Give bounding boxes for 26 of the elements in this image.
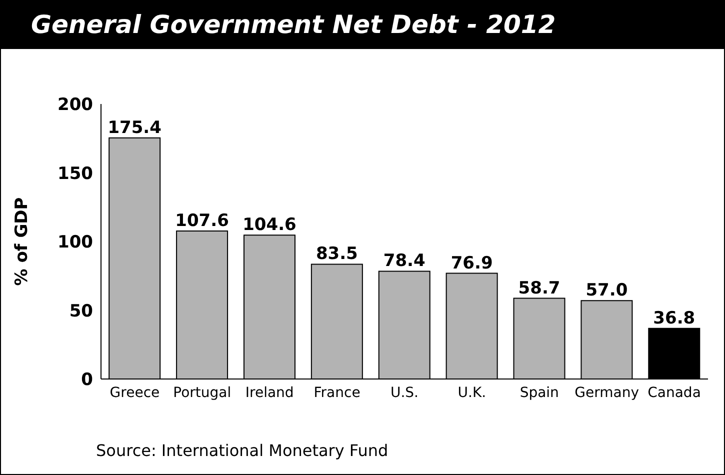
y-axis-title: % of GDP [12, 197, 32, 286]
x-tick-label: Ireland [245, 384, 294, 401]
y-tick-label: 0 [81, 370, 94, 390]
data-label: 83.5 [316, 244, 358, 264]
data-label: 36.8 [653, 308, 696, 328]
x-tick-label: U.S. [390, 384, 419, 401]
data-label: 175.4 [108, 118, 162, 138]
y-tick-label: 100 [58, 232, 94, 253]
x-tick-label: U.K. [458, 384, 486, 401]
x-tick-label: Canada [648, 384, 701, 401]
x-tick-label: Portugal [173, 384, 232, 401]
chart-title: General Government Net Debt - 2012 [1, 1, 724, 49]
x-tick-label: Spain [520, 384, 559, 401]
data-label: 78.4 [383, 251, 426, 272]
source-note: Source: International Monetary Fund [96, 441, 388, 460]
data-label: 107.6 [175, 211, 229, 232]
y-tick-label: 150 [58, 164, 94, 184]
y-tick-label: 50 [69, 301, 94, 322]
x-tick-label: France [314, 384, 360, 401]
data-label: 57.0 [586, 280, 628, 301]
data-label: 58.7 [518, 278, 560, 298]
data-label: 104.6 [242, 215, 296, 236]
y-tick-label: 200 [58, 95, 94, 116]
x-tick-label: Germany [574, 384, 640, 401]
x-tick-label: Greece [110, 384, 160, 401]
data-label: 76.9 [450, 253, 493, 274]
